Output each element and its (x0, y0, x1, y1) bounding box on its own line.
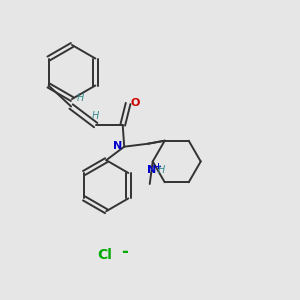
Text: H: H (92, 110, 99, 121)
Text: H: H (76, 93, 84, 103)
Text: N: N (147, 165, 156, 175)
Text: O: O (130, 98, 140, 108)
Text: H: H (158, 166, 165, 176)
Text: N: N (113, 141, 122, 151)
Text: -: - (121, 243, 128, 261)
Text: Cl: Cl (98, 248, 112, 262)
Text: +: + (154, 162, 161, 171)
